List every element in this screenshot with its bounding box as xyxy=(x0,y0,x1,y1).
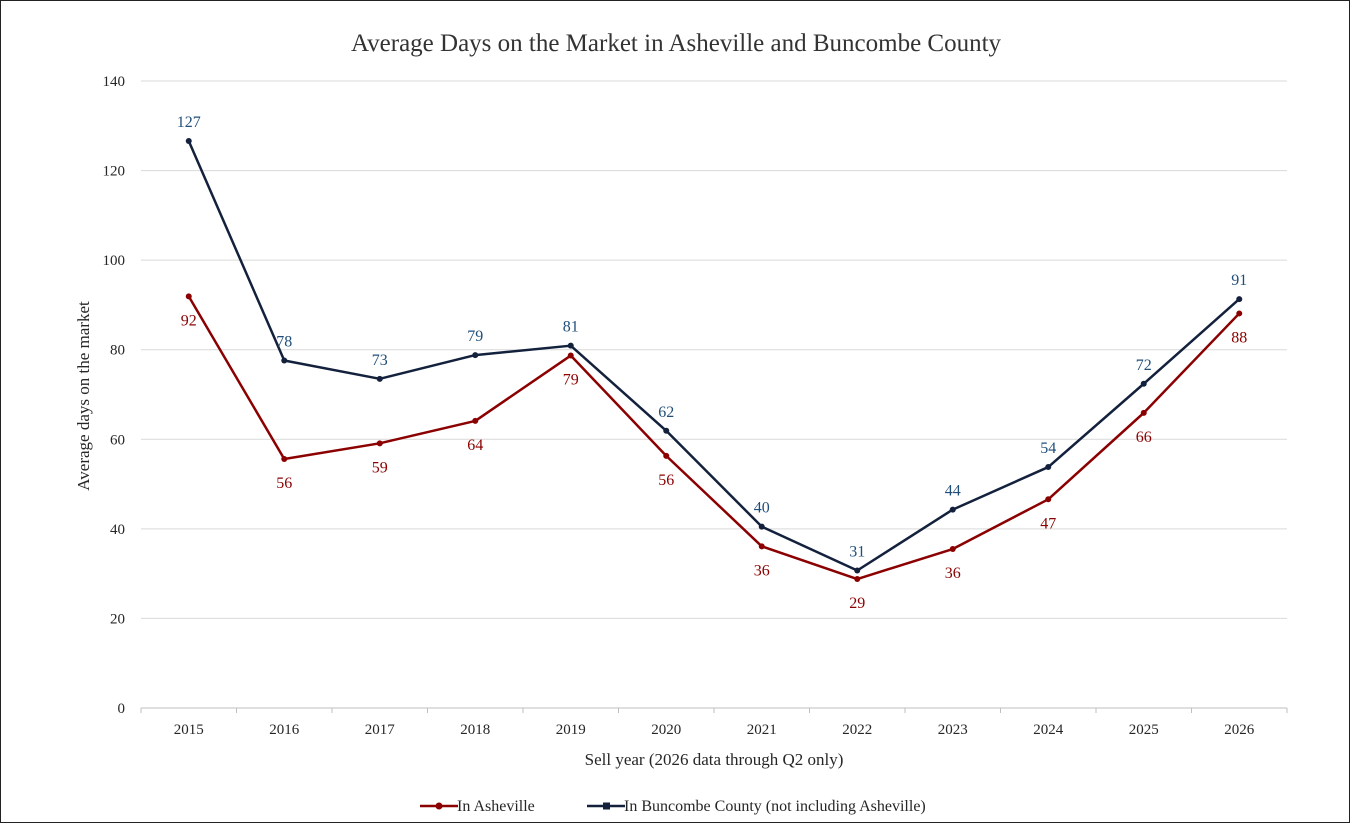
data-point xyxy=(1140,409,1147,416)
data-point xyxy=(758,523,765,530)
y-tick-label: 0 xyxy=(118,701,126,717)
x-tick-label: 2018 xyxy=(460,722,490,738)
data-label: 29 xyxy=(849,595,865,612)
data-point xyxy=(854,567,861,574)
data-point xyxy=(1236,296,1243,303)
x-tick-label: 2021 xyxy=(747,722,777,738)
x-tick-label: 2024 xyxy=(1033,722,1064,738)
legend-label-0: In Asheville xyxy=(457,798,535,815)
chart-title: Average Days on the Market in Asheville … xyxy=(351,30,1002,57)
data-label: 64 xyxy=(467,437,483,454)
x-axis-title: Sell year (2026 data through Q2 only) xyxy=(585,750,844,769)
data-label: 72 xyxy=(1136,357,1152,374)
x-axis-ticks: 2015 2016 2017 2018 2019 2020 2021 2022 2023 2024… xyxy=(140,708,1288,738)
y-tick-label: 120 xyxy=(103,164,126,180)
data-label: 66 xyxy=(1136,429,1152,446)
data-point xyxy=(376,440,383,447)
gridlines xyxy=(141,80,1287,709)
data-point xyxy=(1236,310,1243,317)
data-label: 88 xyxy=(1231,329,1247,346)
data-label: 62 xyxy=(658,404,674,421)
y-tick-label: 140 xyxy=(103,74,126,90)
data-label: 36 xyxy=(945,565,961,582)
data-point xyxy=(1140,380,1147,387)
data-label: 56 xyxy=(276,475,292,492)
x-tick-label: 2023 xyxy=(938,722,968,738)
x-tick-label: 2026 xyxy=(1224,722,1255,738)
y-tick-label: 60 xyxy=(110,432,125,448)
data-point xyxy=(185,138,192,145)
y-tick-label: 20 xyxy=(110,611,125,627)
data-point xyxy=(1045,464,1052,471)
data-label: 56 xyxy=(658,472,674,489)
data-label: 73 xyxy=(372,352,388,369)
data-point xyxy=(758,543,765,550)
data-label: 44 xyxy=(945,483,961,500)
y-tick-label: 80 xyxy=(110,343,125,359)
data-point xyxy=(663,452,670,459)
data-label: 91 xyxy=(1231,272,1247,289)
y-axis-title: Average days on the market xyxy=(74,301,93,491)
data-label: 127 xyxy=(177,114,201,131)
series-line-0 xyxy=(187,295,1241,581)
series-line-1 xyxy=(187,140,1241,572)
data-label: 40 xyxy=(754,500,770,517)
data-label: 79 xyxy=(563,372,579,389)
data-point xyxy=(949,546,956,553)
legend-marker-1 xyxy=(603,802,610,810)
data-label: 54 xyxy=(1040,440,1056,457)
data-labels: 92 56 59 64 79 56 36 29 36 47 66 88 127 78 73 79 81 62 40 3… xyxy=(177,114,1248,612)
data-label: 79 xyxy=(467,328,483,345)
data-point xyxy=(185,293,192,300)
legend-label-1: In Buncombe County (not including Ashevi… xyxy=(624,798,926,815)
y-tick-label: 100 xyxy=(103,253,126,269)
data-point xyxy=(567,342,574,349)
data-point xyxy=(663,427,670,434)
x-tick-label: 2019 xyxy=(556,722,586,738)
data-point xyxy=(1045,496,1052,503)
data-point xyxy=(376,375,383,382)
x-tick-label: 2016 xyxy=(269,722,300,738)
y-tick-label: 40 xyxy=(110,522,125,538)
data-label: 47 xyxy=(1040,515,1056,532)
x-tick-label: 2015 xyxy=(174,722,204,738)
data-label: 31 xyxy=(849,544,865,561)
legend-marker-0 xyxy=(435,802,443,810)
data-label: 59 xyxy=(372,459,388,476)
data-label: 81 xyxy=(563,319,579,336)
data-point xyxy=(949,506,956,513)
x-tick-label: 2025 xyxy=(1129,722,1159,738)
data-label: 36 xyxy=(754,562,770,579)
data-point xyxy=(472,417,479,424)
y-axis-ticks: 0 20 40 60 80 100 120 140 xyxy=(103,74,126,717)
x-tick-label: 2020 xyxy=(651,722,681,738)
data-label: 78 xyxy=(276,333,292,350)
data-point xyxy=(281,357,288,364)
series-lines xyxy=(185,138,1243,583)
data-point xyxy=(472,352,479,359)
data-label: 92 xyxy=(181,312,197,329)
x-tick-label: 2022 xyxy=(842,722,872,738)
legend: In Asheville In Buncombe County (not incl… xyxy=(420,798,926,815)
data-point xyxy=(281,455,288,462)
data-point xyxy=(854,576,861,583)
data-point xyxy=(567,352,574,359)
x-tick-label: 2017 xyxy=(365,722,396,738)
